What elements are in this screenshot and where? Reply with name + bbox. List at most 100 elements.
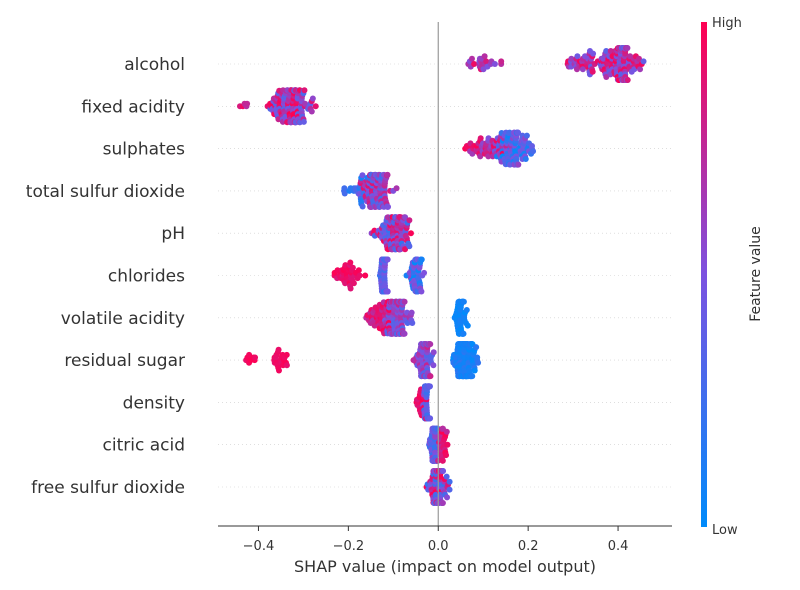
shap-point <box>283 362 290 369</box>
shap-point <box>460 298 467 305</box>
shap-point <box>469 373 476 380</box>
shap-point <box>312 103 319 110</box>
shap-point <box>246 351 253 358</box>
shap-point <box>252 354 259 361</box>
shap-point <box>444 441 451 448</box>
x-axis-label: SHAP value (impact on model output) <box>294 557 596 576</box>
shap-point <box>359 203 366 210</box>
shap-point <box>491 61 498 67</box>
shap-point <box>341 190 348 197</box>
shap-point <box>393 185 400 192</box>
shap-point <box>522 156 529 162</box>
shap-point <box>463 307 470 313</box>
shap-point <box>523 132 530 139</box>
shap-point <box>347 259 354 266</box>
shap-point <box>283 351 290 358</box>
shap-point <box>530 148 537 155</box>
feature-labels: alcohol fixed acidity sulphates total sulfu… <box>26 55 185 498</box>
x-tick-label: 0.2 <box>518 539 539 554</box>
x-tick-label: −0.4 <box>243 539 275 554</box>
feature-label: residual sugar <box>64 351 185 371</box>
shap-point <box>427 415 434 422</box>
shap-point <box>401 298 408 305</box>
shap-point <box>362 272 369 279</box>
shap-point <box>498 58 505 65</box>
shap-point <box>579 66 586 73</box>
x-tick-label: −0.2 <box>333 539 365 554</box>
feature-label: density <box>123 393 185 413</box>
shap-point <box>624 45 631 51</box>
colorbar-low-label: Low <box>712 523 738 538</box>
feature-label: alcohol <box>124 55 185 75</box>
shap-point <box>624 77 631 83</box>
shap-point <box>568 55 575 62</box>
shap-point <box>349 264 356 271</box>
shap-point <box>637 66 644 73</box>
shap-point <box>430 362 437 369</box>
x-axis-ticks: −0.4 −0.2 0.0 0.2 0.4 <box>243 526 628 554</box>
shap-point <box>440 468 447 474</box>
shap-point <box>409 320 416 326</box>
shap-point <box>473 344 480 351</box>
data-points <box>236 45 647 506</box>
colorbar-high-label: High <box>712 16 742 31</box>
shap-point <box>301 87 308 94</box>
feature-label: pH <box>161 224 185 244</box>
feature-label: volatile acidity <box>61 309 185 329</box>
shap-point <box>406 243 413 250</box>
feature-label: sulphates <box>103 140 185 160</box>
shap-point <box>350 280 357 287</box>
shap-point <box>635 55 642 62</box>
shap-point <box>471 61 478 67</box>
shap-point <box>427 341 434 348</box>
feature-label: chlorides <box>108 267 185 287</box>
shap-point <box>407 230 414 237</box>
shap-point <box>443 473 450 480</box>
shap-point <box>426 383 433 390</box>
shap-point <box>446 486 453 493</box>
shap-point <box>308 108 315 115</box>
shap-point <box>589 68 596 75</box>
shap-point <box>406 217 413 224</box>
shap-point <box>341 185 348 192</box>
shap-point <box>477 135 484 142</box>
shap-point <box>430 349 437 356</box>
shap-point <box>443 428 450 435</box>
shap-point <box>408 309 415 316</box>
shap-point <box>471 367 478 374</box>
shap-point <box>529 143 536 149</box>
feature-label: fixed acidity <box>81 97 185 117</box>
x-tick-label: 0.0 <box>428 539 449 554</box>
shap-point <box>275 346 282 353</box>
shap-point <box>402 214 409 221</box>
shap-point <box>574 53 581 60</box>
shap-point <box>356 272 363 279</box>
shap-point <box>347 285 354 292</box>
shap-point <box>515 161 522 168</box>
shap-point <box>275 367 282 374</box>
shap-point <box>418 288 425 295</box>
shap-point <box>244 100 251 107</box>
shap-point <box>468 55 475 62</box>
shap-point <box>477 153 484 160</box>
shap-point <box>384 171 391 178</box>
shap-point <box>384 256 391 263</box>
shap-point <box>384 288 391 295</box>
shap-point <box>439 457 446 464</box>
shap-point <box>444 494 451 501</box>
shap-point <box>460 330 467 337</box>
feature-label: total sulfur dioxide <box>26 182 185 202</box>
shap-point <box>475 359 482 366</box>
shap-point <box>309 95 316 102</box>
row-guides <box>218 63 672 488</box>
shap-point <box>418 256 425 263</box>
shap-point <box>439 500 446 506</box>
shap-point <box>640 58 647 65</box>
shap-point <box>464 322 471 329</box>
shap-point <box>590 50 597 57</box>
shap-point <box>483 58 490 65</box>
colorbar-title: Feature value <box>748 226 764 322</box>
shap-point <box>515 129 522 136</box>
shap-point <box>355 267 362 274</box>
